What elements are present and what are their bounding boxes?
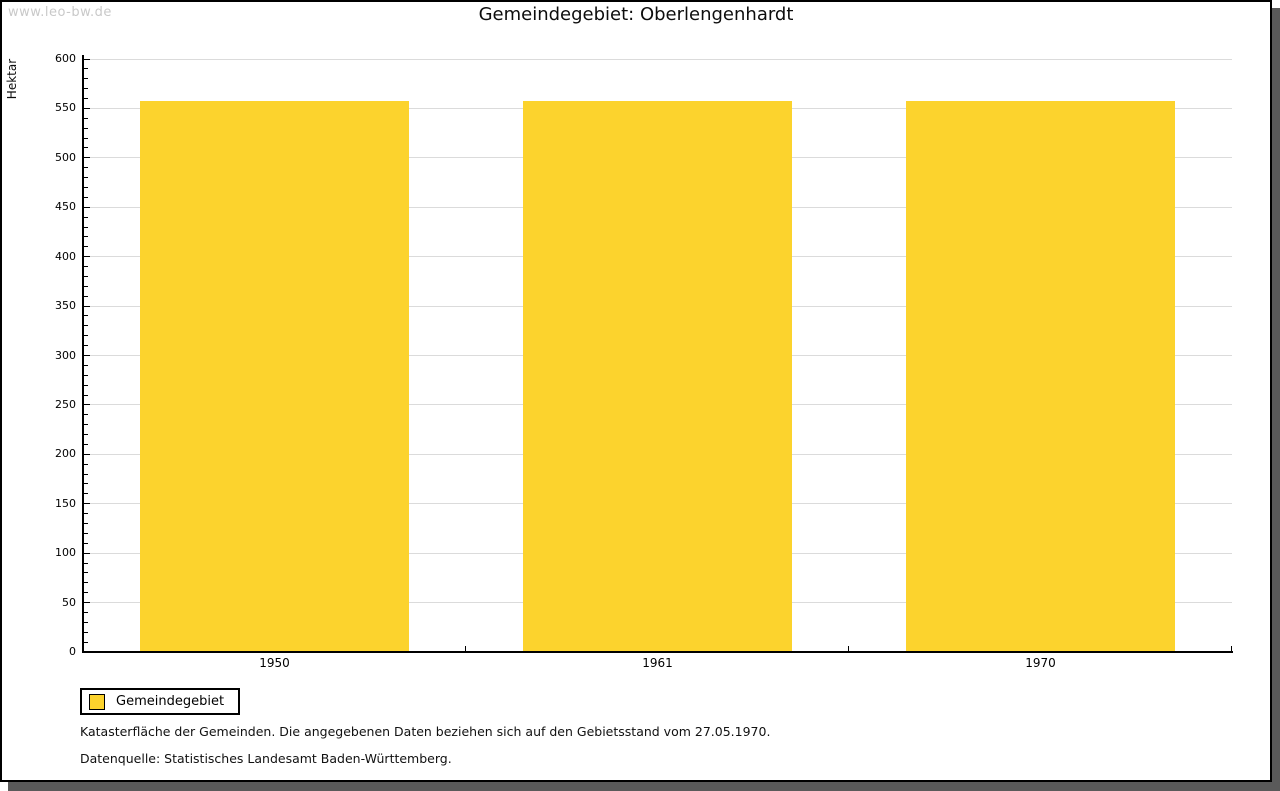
y-major-tick xyxy=(84,503,90,505)
y-minor-tick xyxy=(84,473,88,475)
y-minor-tick xyxy=(84,285,88,287)
chart-title: Gemeindegebiet: Oberlengenhardt xyxy=(478,4,794,25)
y-minor-tick xyxy=(84,88,88,90)
y-minor-tick xyxy=(84,167,88,169)
y-major-tick xyxy=(84,453,90,455)
y-minor-tick xyxy=(84,226,88,228)
y-minor-tick xyxy=(84,177,88,179)
window-shadow-right xyxy=(1272,8,1280,791)
watermark: www.leo-bw.de xyxy=(8,5,112,20)
y-minor-tick xyxy=(84,434,88,436)
y-tick-label: 200 xyxy=(55,447,76,461)
legend-label: Gemeindegebiet xyxy=(116,694,225,709)
footnote-description: Katasterfläche der Gemeinden. Die angege… xyxy=(80,724,771,739)
y-major-tick xyxy=(84,355,90,356)
y-minor-tick xyxy=(84,572,88,574)
x-boundary-tick xyxy=(1231,646,1232,652)
y-minor-tick xyxy=(84,611,88,613)
y-major-tick xyxy=(84,651,90,653)
y-tick-label: 600 xyxy=(55,52,76,65)
x-category-label: 1950 xyxy=(259,656,290,670)
y-major-tick xyxy=(84,206,90,208)
y-minor-tick xyxy=(84,493,88,495)
y-tick-label: 350 xyxy=(55,299,76,313)
y-minor-tick xyxy=(84,315,88,317)
y-minor-tick xyxy=(84,186,88,188)
y-major-tick xyxy=(84,157,90,159)
y-minor-tick xyxy=(84,394,88,396)
y-minor-tick xyxy=(84,513,88,515)
y-major-tick xyxy=(84,58,90,60)
x-boundary-tick xyxy=(848,646,849,652)
y-minor-tick xyxy=(84,236,88,238)
bar-1970 xyxy=(906,101,1175,652)
y-tick-label: 450 xyxy=(55,200,76,214)
y-tick-label: 0 xyxy=(69,645,76,658)
x-category-label: 1970 xyxy=(1025,656,1056,670)
y-minor-tick xyxy=(84,414,88,416)
y-tick-label: 300 xyxy=(55,348,76,362)
y-axis-line xyxy=(82,55,84,653)
y-minor-tick xyxy=(84,117,88,119)
y-minor-tick xyxy=(84,483,88,485)
y-tick-label: 550 xyxy=(55,101,76,115)
y-major-tick xyxy=(84,256,90,258)
y-minor-tick xyxy=(84,631,88,633)
bar-1950 xyxy=(140,100,409,652)
y-minor-tick xyxy=(84,523,88,525)
window-shadow-bottom xyxy=(8,782,1272,791)
y-tick-label: 250 xyxy=(55,397,76,411)
y-minor-tick xyxy=(84,295,88,297)
y-minor-tick xyxy=(84,542,88,544)
y-minor-tick xyxy=(84,266,88,268)
y-minor-tick xyxy=(84,345,88,347)
y-minor-tick xyxy=(84,384,88,386)
y-major-tick xyxy=(84,404,90,406)
footnote-source: Datenquelle: Statistisches Landesamt Bad… xyxy=(80,751,452,766)
y-minor-tick xyxy=(84,562,88,564)
y-minor-tick xyxy=(84,621,88,623)
y-tick-label: 500 xyxy=(55,150,76,164)
y-tick-label: 400 xyxy=(55,249,76,263)
legend: Gemeindegebiet xyxy=(80,688,241,715)
y-minor-tick xyxy=(84,424,88,426)
y-major-tick xyxy=(84,107,90,109)
y-minor-tick xyxy=(84,335,88,337)
x-axis-line xyxy=(82,651,1233,653)
y-minor-tick xyxy=(84,325,88,327)
y-minor-tick xyxy=(84,98,88,100)
y-minor-tick xyxy=(84,78,88,80)
y-minor-tick xyxy=(84,641,88,643)
y-minor-tick xyxy=(84,147,88,149)
y-minor-tick xyxy=(84,374,88,376)
y-minor-tick xyxy=(84,137,88,139)
y-minor-tick xyxy=(84,246,88,248)
y-minor-tick xyxy=(84,592,88,594)
y-tick-label: 50 xyxy=(62,595,76,609)
y-gridline xyxy=(83,58,1232,60)
y-minor-tick xyxy=(84,68,88,70)
y-minor-tick xyxy=(84,275,88,277)
y-major-tick xyxy=(84,552,90,554)
y-minor-tick xyxy=(84,532,88,534)
y-minor-tick xyxy=(84,216,88,218)
y-minor-tick xyxy=(84,364,88,366)
y-minor-tick xyxy=(84,127,88,129)
x-category-label: 1961 xyxy=(642,656,673,670)
y-tick-label: 150 xyxy=(55,496,76,510)
bar-1961 xyxy=(523,100,792,652)
y-minor-tick xyxy=(84,443,88,445)
y-minor-tick xyxy=(84,196,88,198)
y-tick-label: 100 xyxy=(55,546,76,560)
y-minor-tick xyxy=(84,582,88,584)
y-major-tick xyxy=(84,602,90,604)
x-boundary-tick xyxy=(465,646,466,652)
legend-swatch xyxy=(89,693,105,710)
y-minor-tick xyxy=(84,463,88,465)
y-axis-label: Hektar xyxy=(5,58,19,100)
y-major-tick xyxy=(84,305,90,307)
